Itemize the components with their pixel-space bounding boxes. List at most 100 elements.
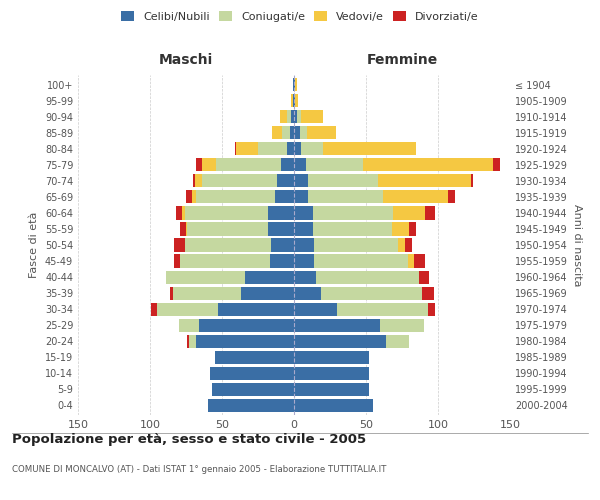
Bar bbox=[493, 158, 500, 172]
Bar bbox=[280, 110, 287, 124]
Bar bbox=[218, 302, 294, 316]
Bar bbox=[405, 238, 412, 252]
Bar bbox=[272, 126, 283, 140]
Bar bbox=[268, 222, 294, 235]
Bar bbox=[166, 270, 245, 283]
Bar bbox=[208, 399, 294, 412]
Bar bbox=[294, 110, 297, 124]
Bar bbox=[185, 238, 271, 252]
Bar bbox=[293, 78, 294, 91]
Bar bbox=[283, 126, 290, 140]
Bar bbox=[196, 334, 294, 348]
Text: Maschi: Maschi bbox=[159, 53, 213, 67]
Bar bbox=[294, 126, 300, 140]
Bar bbox=[323, 142, 416, 156]
Bar bbox=[392, 222, 409, 235]
Bar bbox=[202, 174, 277, 188]
Bar bbox=[186, 222, 187, 235]
Bar bbox=[294, 206, 313, 220]
Bar bbox=[192, 190, 196, 203]
Bar bbox=[294, 399, 373, 412]
Bar bbox=[212, 383, 294, 396]
Bar bbox=[235, 142, 236, 156]
Bar bbox=[175, 254, 180, 268]
Bar bbox=[413, 254, 425, 268]
Bar bbox=[313, 206, 394, 220]
Bar bbox=[179, 318, 199, 332]
Bar bbox=[290, 126, 294, 140]
Bar bbox=[241, 286, 294, 300]
Bar bbox=[211, 366, 294, 380]
Bar bbox=[383, 190, 448, 203]
Bar bbox=[185, 206, 268, 220]
Bar bbox=[448, 190, 455, 203]
Bar bbox=[176, 206, 182, 220]
Bar bbox=[305, 158, 363, 172]
Bar bbox=[294, 94, 295, 107]
Bar bbox=[258, 142, 287, 156]
Bar bbox=[337, 302, 428, 316]
Bar bbox=[287, 142, 294, 156]
Bar bbox=[173, 286, 241, 300]
Bar bbox=[363, 158, 493, 172]
Bar bbox=[307, 126, 336, 140]
Bar bbox=[269, 254, 294, 268]
Bar bbox=[294, 238, 314, 252]
Bar bbox=[180, 222, 186, 235]
Bar bbox=[281, 158, 294, 172]
Bar bbox=[394, 206, 425, 220]
Bar bbox=[295, 78, 297, 91]
Bar bbox=[295, 94, 298, 107]
Bar bbox=[216, 158, 281, 172]
Bar bbox=[301, 142, 323, 156]
Bar bbox=[386, 334, 409, 348]
Bar bbox=[294, 142, 301, 156]
Bar bbox=[202, 158, 216, 172]
Legend: Celibi/Nubili, Coniugati/e, Vedovi/e, Divorziati/e: Celibi/Nubili, Coniugati/e, Vedovi/e, Di… bbox=[118, 8, 482, 25]
Bar bbox=[196, 158, 202, 172]
Bar bbox=[277, 174, 294, 188]
Bar bbox=[291, 110, 294, 124]
Bar bbox=[294, 350, 369, 364]
Bar bbox=[294, 174, 308, 188]
Bar bbox=[186, 190, 192, 203]
Bar bbox=[297, 110, 301, 124]
Bar bbox=[271, 238, 294, 252]
Bar bbox=[294, 366, 369, 380]
Bar bbox=[294, 190, 308, 203]
Text: COMUNE DI MONCALVO (AT) - Dati ISTAT 1° gennaio 2005 - Elaborazione TUTTITALIA.I: COMUNE DI MONCALVO (AT) - Dati ISTAT 1° … bbox=[12, 466, 386, 474]
Bar bbox=[314, 238, 398, 252]
Bar bbox=[157, 302, 218, 316]
Bar bbox=[187, 222, 268, 235]
Bar bbox=[180, 254, 269, 268]
Bar bbox=[380, 318, 424, 332]
Bar bbox=[294, 158, 305, 172]
Bar bbox=[322, 286, 422, 300]
Bar bbox=[428, 302, 435, 316]
Bar bbox=[471, 174, 473, 188]
Bar bbox=[215, 350, 294, 364]
Bar bbox=[236, 142, 258, 156]
Bar bbox=[425, 206, 435, 220]
Bar bbox=[316, 270, 419, 283]
Bar bbox=[419, 270, 430, 283]
Bar bbox=[287, 110, 291, 124]
Bar bbox=[193, 174, 194, 188]
Bar bbox=[293, 94, 294, 107]
Bar bbox=[189, 334, 196, 348]
Bar bbox=[291, 94, 293, 107]
Bar bbox=[294, 334, 386, 348]
Bar bbox=[194, 174, 202, 188]
Bar bbox=[377, 174, 471, 188]
Bar bbox=[175, 238, 185, 252]
Bar bbox=[301, 110, 323, 124]
Bar bbox=[294, 383, 369, 396]
Text: Popolazione per età, sesso e stato civile - 2005: Popolazione per età, sesso e stato civil… bbox=[12, 432, 366, 446]
Bar bbox=[294, 222, 313, 235]
Bar bbox=[294, 318, 380, 332]
Bar bbox=[170, 286, 173, 300]
Bar bbox=[275, 190, 294, 203]
Y-axis label: Fasce di età: Fasce di età bbox=[29, 212, 39, 278]
Bar bbox=[199, 318, 294, 332]
Bar bbox=[294, 254, 314, 268]
